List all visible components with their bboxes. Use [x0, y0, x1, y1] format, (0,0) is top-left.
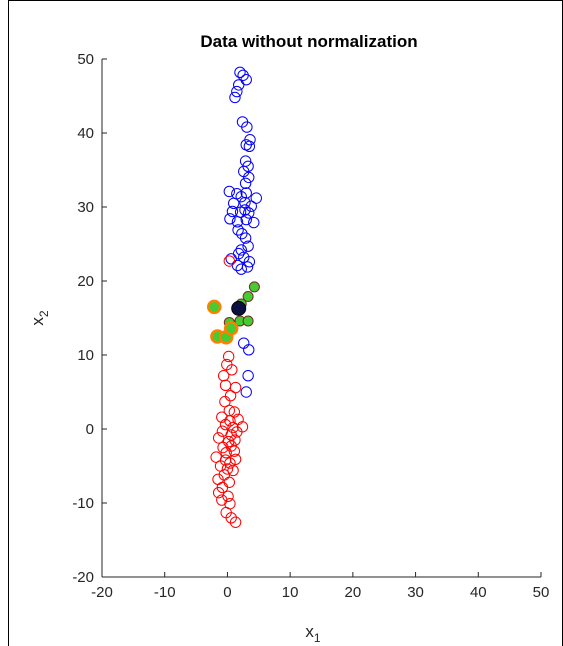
blue-class-point [248, 216, 260, 229]
red-class-point [227, 464, 239, 477]
x-tick-label: -10 [154, 584, 176, 601]
red-class-point [229, 516, 242, 528]
tick-labels: -20 -10 0 10 20 30 40 50 -20 -10 0 10 20 30 40 50 [72, 51, 549, 601]
red-class-point [220, 446, 232, 459]
data-points [207, 66, 262, 528]
x-tick-label: 30 [407, 584, 424, 601]
neighbor-point [248, 281, 260, 293]
y-axis-label-sub: 2 [37, 310, 51, 317]
blue-class-point [234, 66, 246, 79]
chart-title: Data without normalization [200, 32, 417, 51]
blue-class-point [243, 171, 255, 184]
red-class-point [228, 406, 241, 418]
blue-class-point [231, 85, 243, 98]
ticks [101, 58, 542, 578]
x-axis-label: x1 [305, 622, 321, 645]
blue-class-point [242, 240, 254, 252]
y-tick-label: 0 [86, 421, 94, 438]
blue-class-point [238, 337, 250, 349]
x-tick-label: 40 [470, 584, 487, 601]
red-class-point [228, 445, 241, 457]
x-tick-label: 10 [282, 584, 299, 601]
red-class-point [229, 434, 241, 446]
blue-class-point [242, 370, 254, 382]
red-class-point [223, 476, 236, 488]
y-axis-label: x2 [28, 310, 51, 326]
red-class-point [222, 350, 235, 363]
highlighted-neighbor-point [207, 299, 222, 315]
red-class-point [226, 364, 238, 376]
blue-class-point [243, 140, 256, 153]
blue-class-point [240, 386, 252, 398]
red-class-point [221, 463, 234, 475]
blue-class-point [223, 185, 236, 198]
x-axis-label-sub: 1 [314, 631, 321, 645]
y-tick-label: 20 [77, 273, 94, 290]
blue-class-point [229, 91, 241, 104]
blue-class-point [239, 177, 252, 190]
blue-class-point [236, 227, 248, 240]
red-class-point [225, 512, 237, 524]
blue-class-point [245, 200, 257, 212]
x-tick-label: 50 [533, 584, 550, 601]
red-class-point [222, 490, 234, 503]
red-class-point [219, 418, 232, 431]
y-tick-label: -20 [72, 569, 94, 586]
x-tick-label: -20 [91, 584, 113, 601]
red-class-point [223, 255, 236, 267]
blue-class-point [250, 192, 262, 204]
red-class-point [229, 381, 242, 394]
blue-class-point [235, 263, 247, 275]
red-class-point [227, 421, 239, 434]
blue-class-point [239, 204, 251, 216]
blue-class-point [239, 196, 251, 209]
blue-class-point [243, 256, 256, 268]
red-class-point [217, 370, 230, 382]
blue-class-point [240, 187, 252, 199]
highlighted-neighbor-point [223, 321, 239, 336]
neighbor-point [242, 315, 254, 327]
x-tick-label: 0 [223, 584, 231, 601]
neighbor-point [242, 291, 254, 303]
blue-class-point [243, 344, 255, 356]
x-axis-label-main: x [305, 622, 314, 641]
blue-class-point [233, 79, 245, 91]
y-tick-label: -10 [72, 495, 94, 512]
blue-class-point [224, 213, 236, 225]
red-class-point [219, 395, 231, 408]
x-tick-label: 20 [345, 584, 362, 601]
blue-class-point [225, 253, 237, 265]
axes [101, 59, 541, 578]
blue-class-point [239, 232, 252, 244]
blue-class-point [232, 224, 244, 236]
y-tick-label: 10 [77, 347, 94, 364]
y-axis-label-main: x [28, 317, 47, 326]
blue-class-point [231, 216, 244, 228]
y-tick-label: 30 [77, 199, 94, 216]
blue-class-point [241, 121, 253, 133]
blue-class-point [228, 197, 240, 210]
red-class-point [229, 453, 242, 466]
blue-class-point [235, 244, 247, 256]
blue-class-point [241, 261, 254, 273]
red-class-point [224, 415, 236, 427]
blue-class-point [240, 213, 252, 226]
y-tick-label: 40 [77, 125, 94, 142]
red-class-point [224, 390, 237, 402]
red-class-point [231, 426, 243, 438]
red-class-point [212, 432, 225, 444]
figure-frame [8, 0, 563, 646]
query-point [231, 300, 247, 316]
red-class-point [219, 379, 232, 392]
y-tick-label: 50 [77, 51, 94, 68]
blue-class-point [226, 205, 239, 218]
blue-class-point [243, 207, 255, 219]
